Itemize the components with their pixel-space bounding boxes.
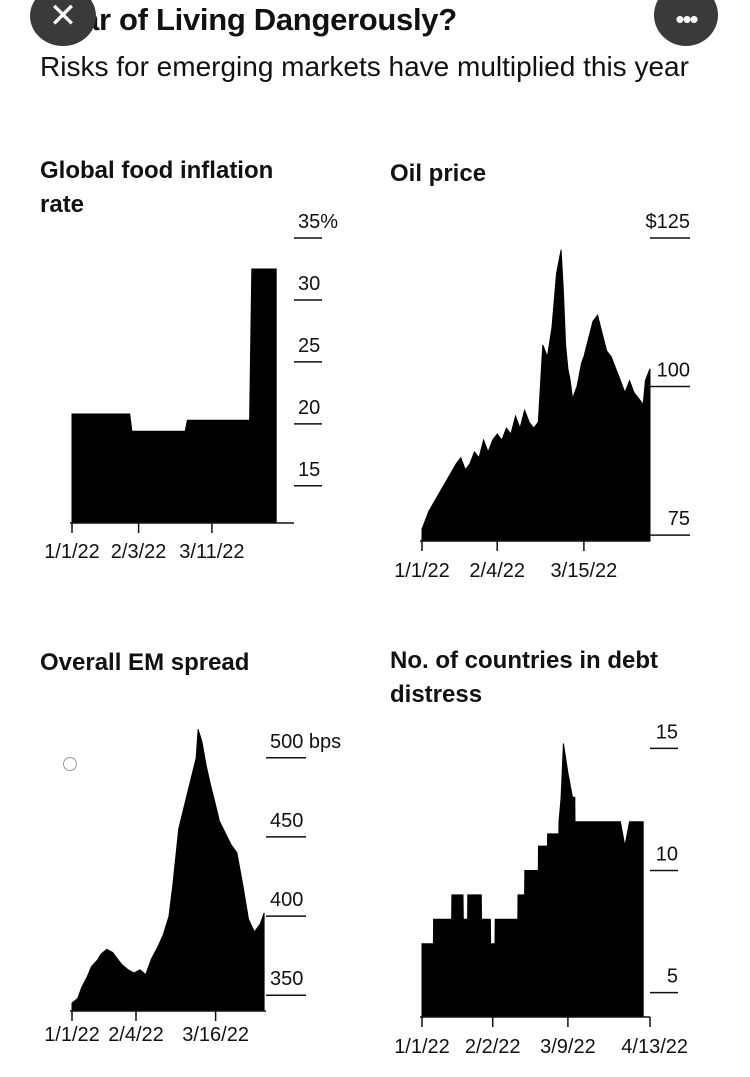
xtick-label-oil-1: 2/4/22 (469, 560, 525, 582)
chart-title-debt-distress: No. of countries in debt distress (390, 647, 658, 708)
xtick-label-debt-1: 2/2/22 (465, 1036, 521, 1058)
xtick-label-food-1: 2/3/22 (111, 541, 167, 563)
area-food (71, 268, 277, 524)
ytick-label-food-2: 25 (298, 335, 320, 357)
ytick-label-oil-0: $125 (646, 211, 691, 233)
ytick-label-food-1: 30 (298, 273, 320, 295)
ytick-label-debt-2: 5 (667, 966, 678, 988)
ytick-label-em-0: 500 bps (270, 731, 341, 753)
close-icon[interactable]: ✕ (30, 0, 96, 46)
xtick-label-em-0: 1/1/22 (44, 1024, 100, 1046)
ytick-label-debt-1: 10 (656, 844, 678, 866)
xtick-label-oil-2: 3/15/22 (551, 560, 618, 582)
page-title: ar of Living Dangerously? (82, 2, 457, 37)
xtick-label-food-2: 3/11/22 (179, 541, 244, 563)
page-subtitle: Risks for emerging markets have multipli… (40, 51, 689, 82)
ytick-label-debt-0: 15 (656, 721, 678, 743)
xtick-label-food-0: 1/1/22 (44, 541, 100, 563)
ytick-label-em-1: 450 (270, 810, 303, 832)
xtick-label-debt-2: 3/9/22 (540, 1036, 596, 1058)
xtick-label-oil-0: 1/1/22 (394, 560, 450, 582)
ytick-label-food-3: 20 (298, 397, 320, 419)
xtick-label-debt-3: 4/13/22 (621, 1036, 688, 1058)
chart-title-food-inflation: Global food inflation rate (40, 157, 274, 218)
area-oil (421, 249, 651, 542)
chart-title-oil-price: Oil price (390, 160, 487, 187)
ytick-label-em-2: 400 (270, 889, 303, 911)
area-debt (421, 743, 644, 1018)
xtick-label-debt-0: 1/1/22 (394, 1036, 450, 1058)
area-em (71, 729, 265, 1012)
ytick-label-em-3: 350 (270, 968, 303, 990)
chart-title-em-spread: Overall EM spread (40, 649, 250, 676)
ytick-label-food-4: 15 (298, 459, 320, 481)
ytick-label-oil-1: 100 (657, 360, 690, 382)
cursor-indicator (63, 757, 77, 771)
ytick-label-food-0: 35% (298, 211, 338, 233)
xtick-label-em-2: 3/16/22 (182, 1024, 249, 1046)
xtick-label-em-1: 2/4/22 (108, 1024, 164, 1046)
ytick-label-oil-2: 75 (668, 508, 690, 530)
